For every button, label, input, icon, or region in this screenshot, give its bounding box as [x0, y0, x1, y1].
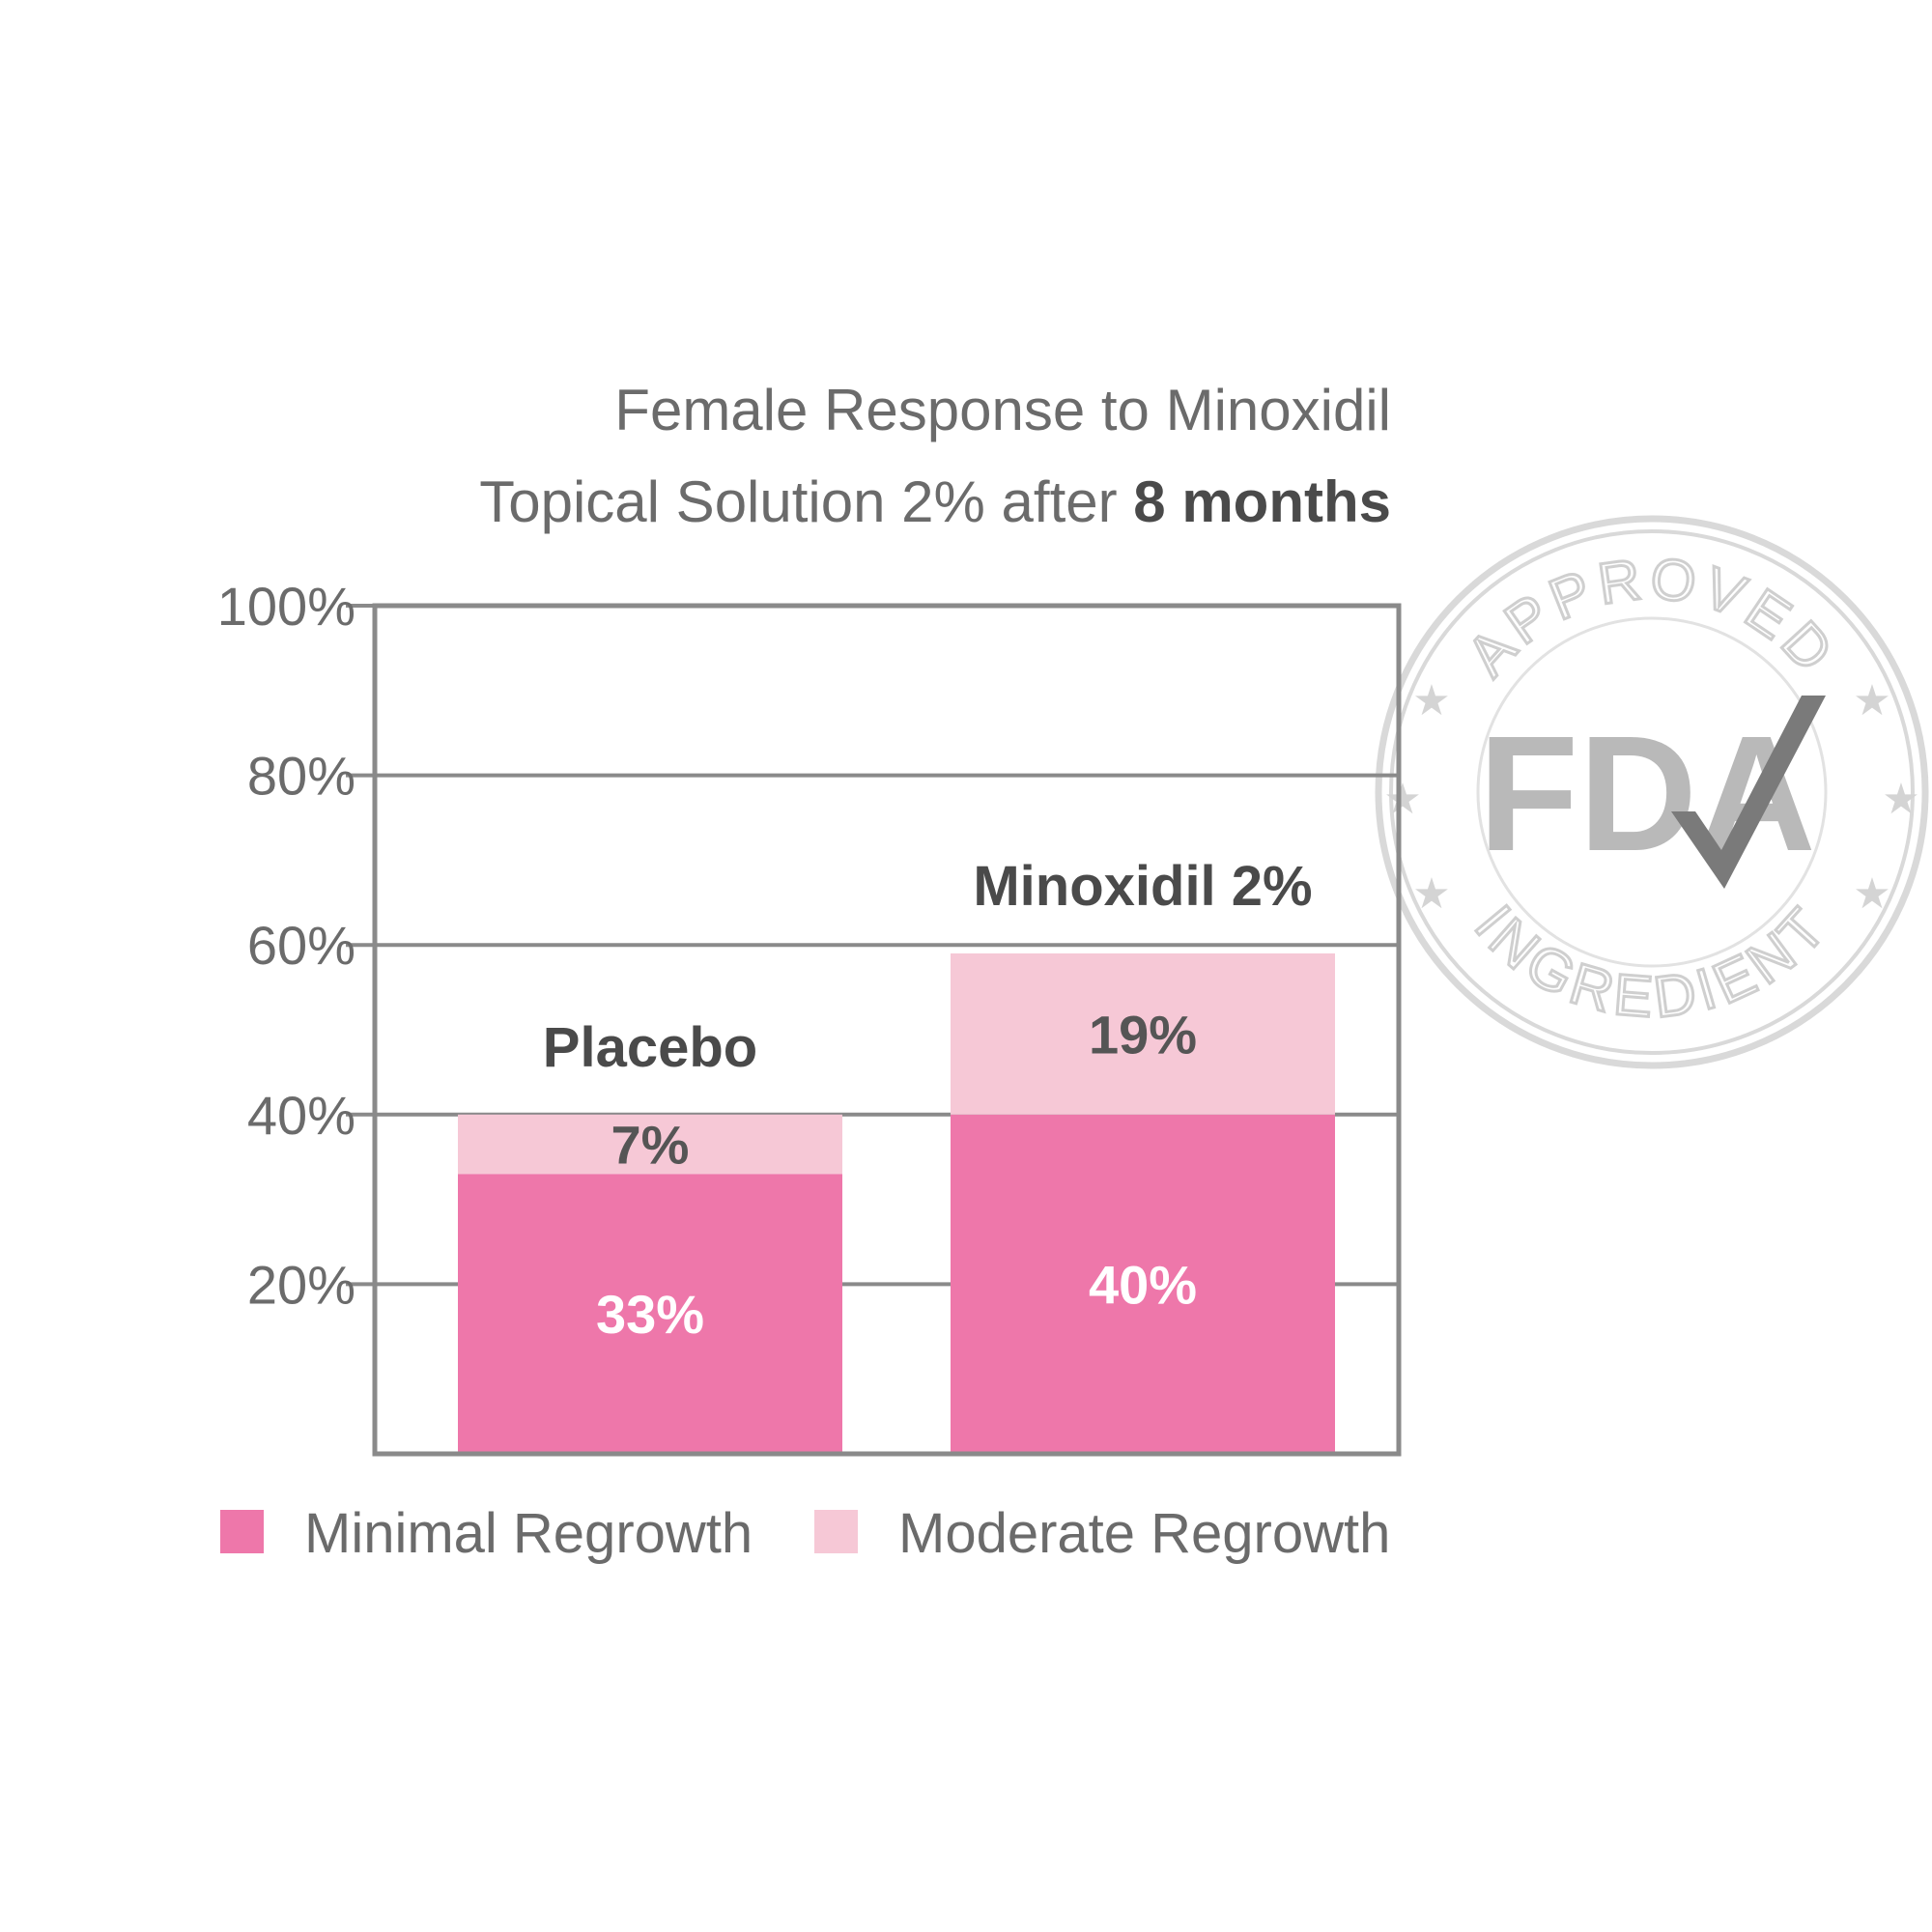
svg-text:★: ★	[1853, 676, 1890, 725]
data-label: 33%	[596, 1284, 704, 1345]
chart-title-line1: Female Response to Minoxidil	[614, 378, 1391, 442]
bar-segment	[951, 952, 1335, 1115]
y-tick-label: 100%	[217, 576, 355, 637]
plot-area: 20% 40% 60% 80% 100% 33% 7% 40% 19% Placebo Mino…	[217, 576, 1402, 1457]
legend-swatch	[220, 1510, 264, 1553]
seal-top-text: APPROVED	[1455, 546, 1850, 689]
y-tick-labels: 20% 40% 60% 80% 100%	[217, 576, 355, 1315]
check-icon	[1671, 696, 1826, 889]
bars	[458, 952, 1335, 1454]
data-label: 7%	[611, 1115, 690, 1176]
plot-frame	[372, 603, 1402, 1457]
svg-text:★: ★	[1853, 869, 1890, 919]
fda-approved-seal: APPROVED INGREDIENT ★ ★ ★ ★ ★ ★ FDA	[1375, 515, 1929, 1069]
legend-swatch	[814, 1510, 858, 1553]
category-label: Minoxidil 2%	[973, 855, 1312, 918]
seal-bottom-text: INGREDIENT	[1463, 893, 1841, 1031]
legend-label: Moderate Regrowth	[898, 1502, 1390, 1565]
svg-text:★: ★	[1412, 869, 1450, 919]
data-label: 40%	[1089, 1254, 1197, 1315]
bar-segment	[951, 1114, 1335, 1454]
data-label: 19%	[1089, 1004, 1197, 1065]
bar-segment	[458, 1114, 842, 1175]
svg-text:★: ★	[1412, 676, 1450, 725]
y-tick-label: 80%	[247, 746, 355, 807]
category-label: Placebo	[543, 1016, 757, 1079]
svg-text:★: ★	[1882, 775, 1919, 824]
y-tick-label: 60%	[247, 915, 355, 976]
legend: Minimal Regrowth Moderate Regrowth	[220, 1502, 1390, 1565]
chart-title-line2: Topical Solution 2% after 8 months	[479, 469, 1391, 534]
legend-label: Minimal Regrowth	[304, 1502, 753, 1565]
category-labels: Placebo Minoxidil 2%	[543, 855, 1313, 1079]
svg-text:★: ★	[1383, 775, 1421, 824]
value-labels: 33% 7% 40% 19%	[596, 1004, 1197, 1345]
chart-title-line2-prefix: Topical Solution 2% after	[479, 469, 1133, 534]
y-tick-label: 20%	[247, 1254, 355, 1315]
seal-stars: ★ ★ ★ ★ ★ ★	[1383, 676, 1919, 919]
y-tick-label: 40%	[247, 1085, 355, 1146]
bar-segment	[458, 1174, 842, 1454]
chart-title-line2-bold: 8 months	[1133, 469, 1391, 534]
